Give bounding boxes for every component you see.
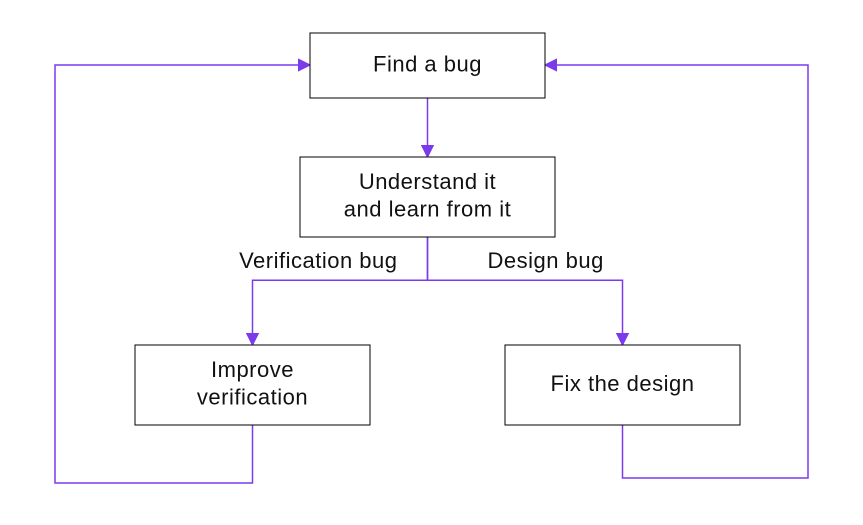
flowchart: Verification bug Design bug Find a bug Unde… xyxy=(0,0,863,525)
node-label: and learn from it xyxy=(344,197,511,222)
node-label: Find a bug xyxy=(373,51,482,76)
edge-label: Verification bug xyxy=(239,248,397,273)
node-find: Find a bug xyxy=(310,33,545,98)
node-fix: Fix the design xyxy=(505,345,740,425)
node-label: verification xyxy=(197,385,308,410)
node-label: Understand it xyxy=(359,169,496,194)
nodes: Find a bug Understand it and learn from it… xyxy=(135,33,740,425)
node-label: Improve xyxy=(211,357,294,382)
node-label: Fix the design xyxy=(551,371,695,396)
edge-label: Design bug xyxy=(488,248,604,273)
node-improve: Improve verification xyxy=(135,345,370,425)
node-understand: Understand it and learn from it xyxy=(300,157,555,237)
